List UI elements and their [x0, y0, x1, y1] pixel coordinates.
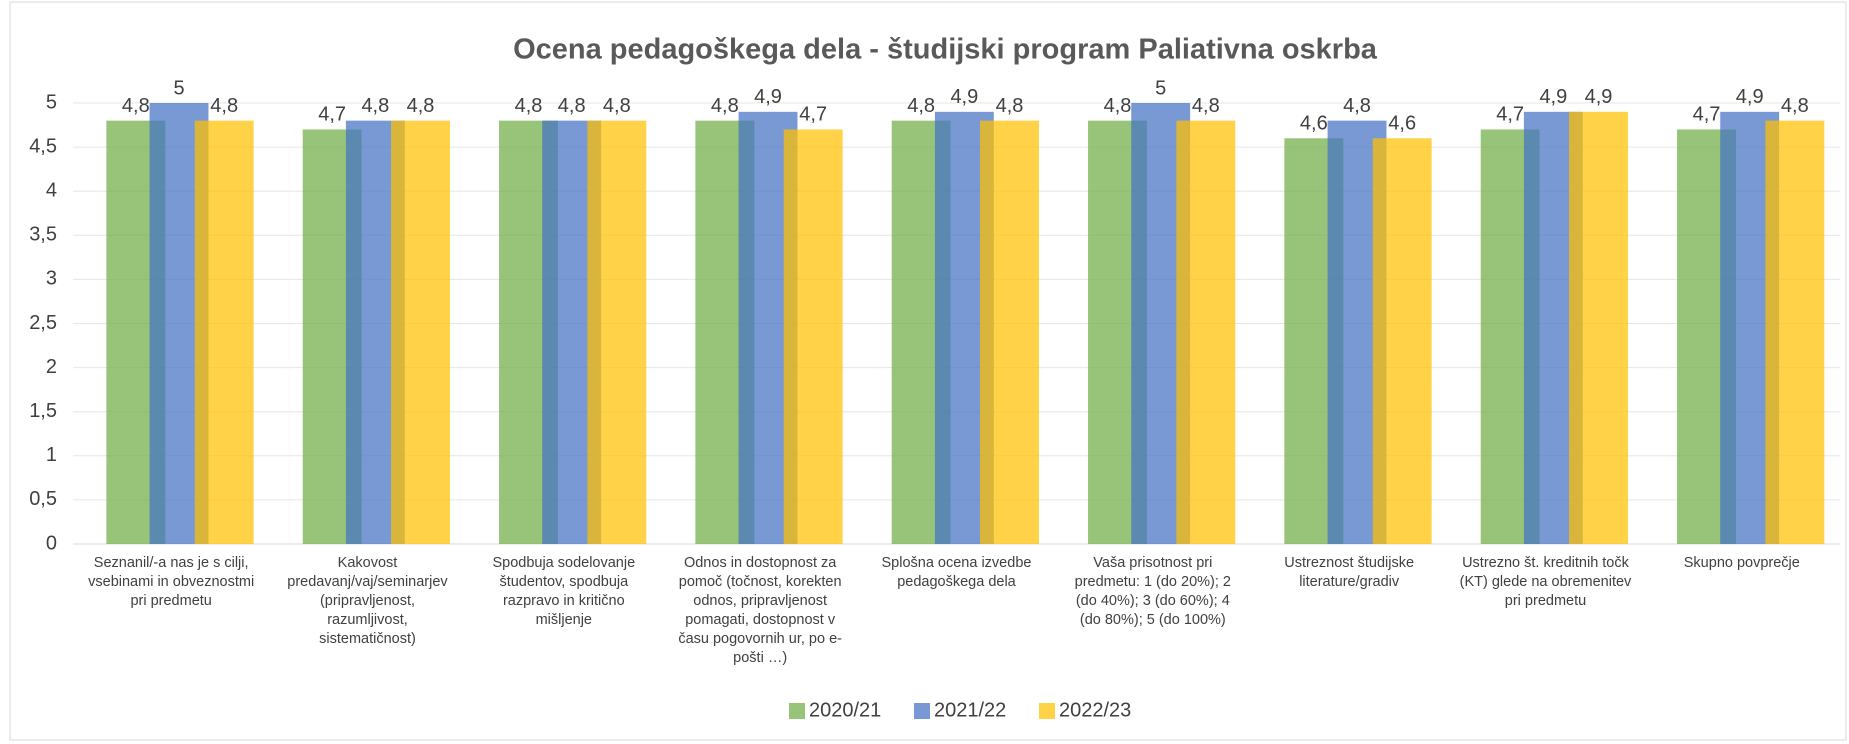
y-tick-label: 2,5 — [29, 312, 57, 334]
y-tick-label: 1 — [46, 444, 57, 466]
bar — [1176, 120, 1236, 544]
value-label: 4,8 — [603, 95, 631, 117]
y-tick-label: 4 — [46, 179, 57, 201]
value-label: 4,9 — [1585, 86, 1613, 108]
y-tick-label: 0,5 — [29, 488, 57, 510]
y-tick-label: 5 — [46, 91, 57, 113]
x-tick-label: Ustrezno št. kreditnih točk (KT) glede n… — [1459, 555, 1632, 609]
bar — [1372, 138, 1432, 544]
y-tick-label: 4,5 — [29, 135, 57, 157]
legend-swatch — [789, 703, 805, 719]
value-label: 4,8 — [907, 95, 935, 117]
x-tick-label: Seznanil/-a nas je s cilji, vsebinami in… — [88, 555, 255, 609]
chart-title: Ocena pedagoškega dela - študijski progr… — [513, 34, 1378, 66]
value-label: 4,6 — [1388, 113, 1416, 135]
legend-label: 2020/21 — [809, 699, 881, 721]
value-label: 4,6 — [1300, 113, 1328, 135]
x-tick-label: Kakovost predavanj/vaj/seminarjev (pripr… — [287, 555, 448, 647]
value-label: 4,8 — [122, 95, 150, 117]
bar — [194, 120, 254, 544]
y-tick-label: 3 — [46, 268, 57, 290]
value-label: 4,8 — [1343, 95, 1371, 117]
x-tick-label: Ustreznost študijske literature/gradiv — [1284, 555, 1415, 590]
y-tick-label: 1,5 — [29, 400, 57, 422]
bar — [783, 129, 843, 544]
chart-border — [9, 1, 1847, 741]
bar — [1569, 111, 1628, 544]
bar — [587, 120, 647, 544]
value-label: 4,8 — [558, 95, 586, 117]
value-label: 4,9 — [950, 86, 978, 108]
value-label: 4,8 — [711, 95, 739, 117]
value-label: 4,7 — [1693, 104, 1721, 126]
y-tick-label: 2 — [46, 356, 57, 378]
legend-swatch — [914, 703, 930, 719]
value-label: 4,8 — [210, 95, 238, 117]
legend-label: 2022/23 — [1059, 699, 1131, 721]
x-tick-label: Spodbuja sodelovanje študentov, spodbuja… — [492, 555, 636, 628]
bar — [391, 120, 450, 544]
x-tick-label: Splošna ocena izvedbe pedagoškega dela — [881, 555, 1032, 590]
legend-label: 2021/22 — [934, 699, 1006, 721]
value-label: 4,7 — [1496, 104, 1524, 126]
x-tick-label: Vaša prisotnost pri predmetu: 1 (do 20%)… — [1074, 555, 1231, 628]
value-label: 4,9 — [754, 86, 782, 108]
value-label: 4,8 — [1192, 95, 1220, 117]
value-label: 4,8 — [1104, 95, 1132, 117]
value-label: 4,7 — [318, 104, 346, 126]
y-tick-label: 0 — [46, 532, 57, 554]
value-label: 5 — [1155, 77, 1166, 99]
value-label: 4,9 — [1736, 86, 1764, 108]
value-label: 4,8 — [1781, 95, 1809, 117]
x-tick-label: Odnos in dostopnost za pomoč (točnost, k… — [678, 555, 842, 666]
x-tick-label: Skupno povprečje — [1683, 555, 1800, 571]
value-label: 4,8 — [361, 95, 389, 117]
value-label: 4,8 — [996, 95, 1024, 117]
value-label: 4,7 — [799, 104, 827, 126]
y-tick-label: 3,5 — [29, 224, 57, 246]
bar — [980, 120, 1039, 544]
value-label: 5 — [173, 77, 184, 99]
bar — [1765, 120, 1825, 544]
legend-swatch — [1039, 703, 1055, 719]
value-label: 4,8 — [515, 95, 543, 117]
value-label: 4,8 — [407, 95, 435, 117]
value-label: 4,9 — [1539, 86, 1567, 108]
